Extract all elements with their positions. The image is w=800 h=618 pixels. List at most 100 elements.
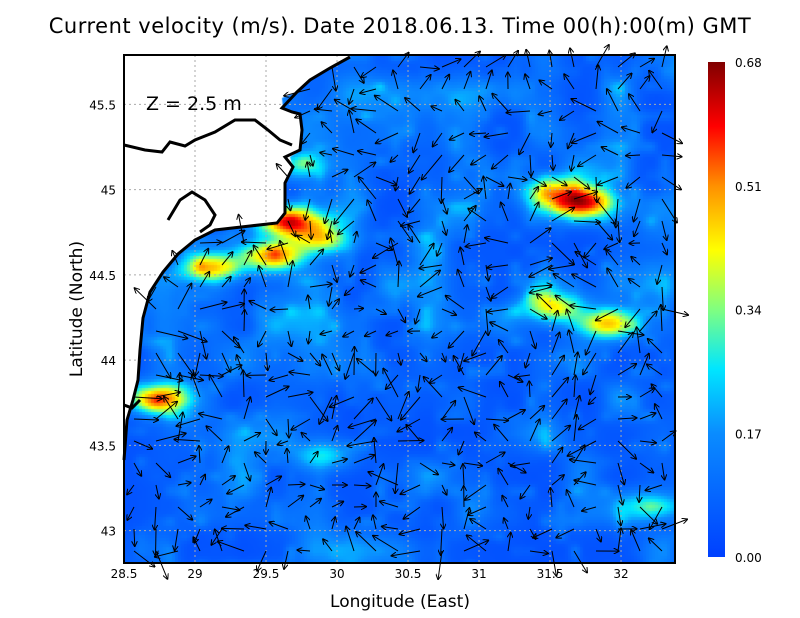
velocity-arrow [400,484,421,494]
velocity-arrow [419,462,438,475]
velocity-arrow [365,330,377,336]
velocity-arrow [573,176,589,189]
velocity-arrow [322,354,333,376]
velocity-arrow [617,74,632,90]
velocity-arrow [383,369,399,398]
velocity-arrow [661,176,681,190]
velocity-arrow [441,176,442,203]
velocity-arrow [458,440,465,454]
colorbar-tick-label: 0.00 [735,551,762,565]
velocity-arrow [245,525,267,530]
velocity-arrow [309,452,318,464]
velocity-arrow [177,483,191,485]
velocity-arrow [617,484,623,505]
plot-frame [123,54,676,564]
velocity-arrow [646,484,663,490]
x-tick-label: 32 [613,567,628,581]
velocity-arrow [657,264,663,284]
coastline [122,55,351,461]
velocity-arrow [308,295,310,310]
velocity-arrow [192,375,201,398]
velocity-arrow [441,308,456,315]
velocity-arrow [634,198,641,221]
velocity-arrow [418,286,443,297]
velocity-arrow [463,540,488,552]
velocity-arrow [551,208,574,222]
velocity-arrow [133,397,162,399]
velocity-arrow [413,132,421,152]
velocity-arrow [419,67,439,69]
velocity-arrow [571,154,574,171]
velocity-arrow [331,170,347,178]
velocity-arrow [490,322,509,332]
velocity-arrow [323,539,333,552]
velocity-arrow [537,294,553,310]
velocity-arrow [573,353,578,376]
velocity-arrow [526,50,531,68]
velocity-arrow [470,133,487,134]
y-tick-label: 45 [101,184,116,198]
velocity-arrow [221,507,239,510]
velocity-arrow [310,154,313,166]
velocity-arrow [637,327,641,354]
velocity-arrow [454,356,465,376]
velocity-arrow [354,232,357,244]
velocity-arrow [330,230,332,244]
velocity-arrow [631,257,641,266]
velocity-arrow [441,198,447,214]
colorbar-tick-label: 0.17 [735,427,762,441]
velocity-arrow [287,449,288,464]
velocity-arrow [400,528,421,534]
velocity-arrow [133,419,158,420]
velocity-arrow [639,441,656,443]
velocity-arrow [361,280,377,288]
velocity-arrow [571,99,597,112]
velocity-arrow [483,177,486,200]
velocity-arrow [598,176,619,185]
velocity-arrow [459,387,487,398]
velocity-arrow [508,184,510,200]
velocity-arrow [551,132,552,147]
velocity-arrow [127,484,135,494]
velocity-arrow [617,440,636,459]
velocity-arrow [661,305,662,332]
velocity-arrow [386,374,399,389]
velocity-arrow [639,76,649,90]
velocity-arrow [529,176,546,186]
velocity-arrow [470,519,487,530]
velocity-arrow [199,249,208,266]
velocity-arrow [309,484,324,489]
velocity-arrow [133,550,154,567]
velocity-arrow [501,203,509,222]
velocity-arrow [556,296,575,310]
velocity-arrow [464,225,467,244]
velocity-arrow [249,301,267,310]
velocity-arrow [485,452,505,464]
velocity-arrow [331,426,337,442]
velocity-arrow [652,384,663,398]
velocity-arrow [485,286,491,301]
velocity-arrow [375,176,396,185]
velocity-arrow [463,396,474,424]
velocity-arrow [507,111,531,113]
velocity-arrow [438,550,443,579]
velocity-arrow [463,189,482,200]
velocity-arrow [397,198,407,217]
velocity-arrow [350,264,355,277]
velocity-arrow [573,221,600,222]
velocity-arrow [442,352,445,361]
velocity-arrow [525,352,531,367]
velocity-arrow [626,176,641,188]
velocity-arrow [450,132,465,140]
velocity-arrow [652,110,663,132]
velocity-arrow [502,496,509,508]
velocity-arrow [487,265,509,268]
velocity-arrow [155,352,171,378]
velocity-arrow [463,206,476,222]
velocity-arrow [639,462,653,473]
velocity-arrow [441,401,455,420]
velocity-arrow [374,438,376,464]
velocity-arrow [529,228,551,244]
velocity-arrow [419,264,443,268]
velocity-arrow [567,490,575,508]
